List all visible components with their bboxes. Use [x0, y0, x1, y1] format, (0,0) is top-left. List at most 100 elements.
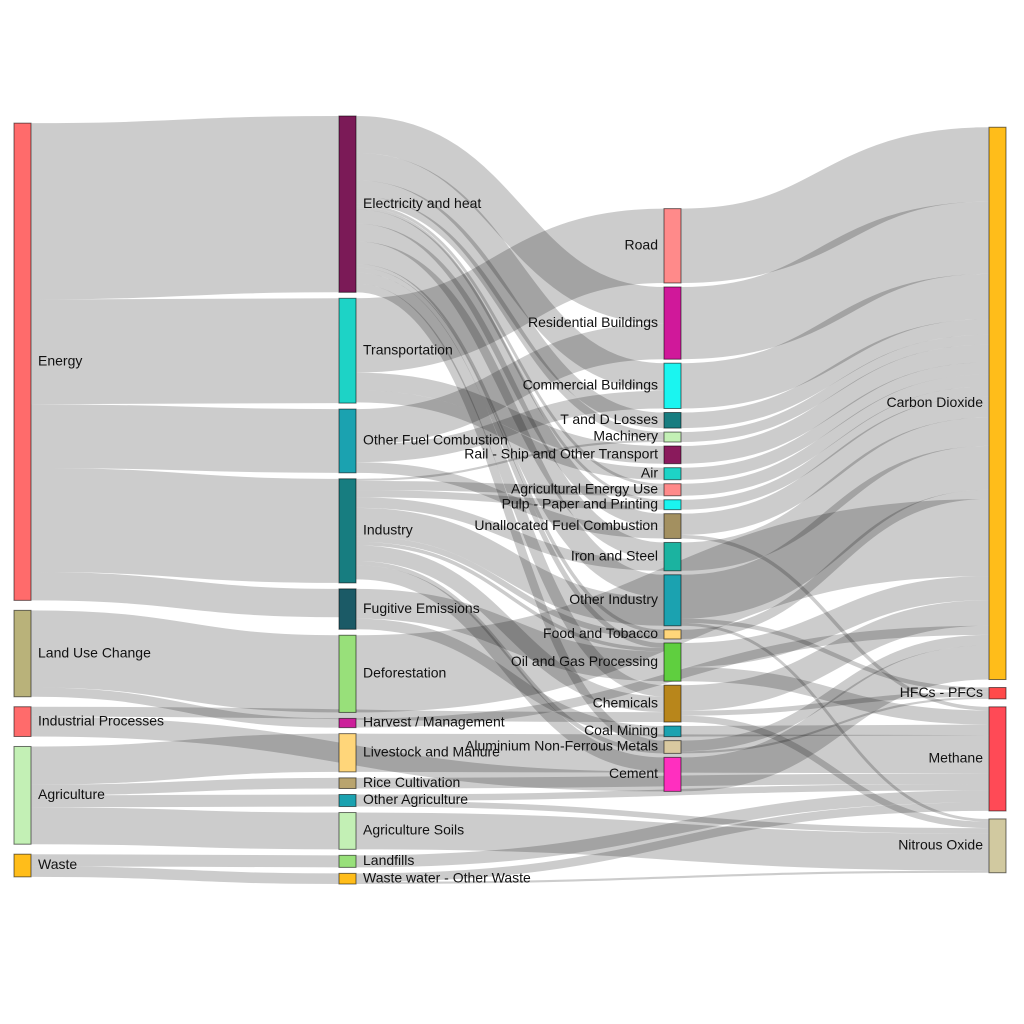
link-mach-to-co2[interactable] — [680, 334, 990, 442]
link-rail-to-co2[interactable] — [680, 344, 990, 464]
node-energy[interactable] — [13, 122, 32, 601]
link-unal-to-co2[interactable] — [680, 396, 990, 535]
link-fug-to-oil[interactable] — [355, 588, 665, 682]
node-machinery[interactable] — [663, 431, 682, 443]
link-elec-to-tdl[interactable] — [355, 180, 665, 429]
node-carbon-dioxide[interactable] — [988, 126, 1007, 681]
link-chem-to-co2[interactable] — [680, 600, 990, 711]
link-air-to-co2[interactable] — [680, 362, 990, 480]
node-rail-ship-and-other-transport[interactable] — [663, 445, 682, 465]
link-ind-to-food[interactable] — [355, 536, 665, 639]
link-oind-to-co2[interactable] — [680, 445, 990, 619]
link-elec-to-alu[interactable] — [355, 283, 665, 750]
link-waste-to-landf[interactable] — [30, 854, 340, 868]
node-food-and-tobacco[interactable] — [663, 629, 682, 640]
node-residential-buildings[interactable] — [663, 286, 682, 360]
node-other-fuel-combustion[interactable] — [338, 408, 357, 474]
node-coal-mining[interactable] — [663, 725, 682, 738]
node-rice-cultivation[interactable] — [338, 777, 357, 789]
node-other-industry[interactable] — [663, 574, 682, 627]
node-air[interactable] — [663, 467, 682, 481]
link-trans-to-air[interactable] — [355, 390, 665, 480]
link-ind-to-agen[interactable] — [355, 480, 665, 496]
link-oag-to-ch4[interactable] — [355, 784, 990, 801]
node-waste[interactable] — [13, 853, 32, 878]
link-elec-to-food[interactable] — [355, 263, 665, 634]
node-road[interactable] — [663, 208, 682, 284]
node-oil-and-gas-processing[interactable] — [663, 642, 682, 682]
node-unallocated-fuel-combustion[interactable] — [663, 513, 682, 539]
link-energy-to-ofc[interactable] — [30, 404, 340, 473]
link-elec-to-iron[interactable] — [355, 223, 665, 561]
link-ag-to-soil[interactable] — [30, 807, 340, 850]
link-res-to-co2[interactable] — [680, 201, 990, 360]
link-oag-to-n2o[interactable] — [355, 800, 990, 834]
link-fug-to-coal[interactable] — [355, 618, 665, 737]
link-oil-to-co2[interactable] — [680, 576, 990, 668]
node-aluminium-non-ferrous-metals[interactable] — [663, 740, 682, 754]
link-ww-to-n2o[interactable] — [355, 870, 990, 885]
node-landfills[interactable] — [338, 854, 357, 868]
node-commercial-buildings[interactable] — [663, 362, 682, 410]
link-ind-to-oind[interactable] — [355, 507, 665, 626]
link-ind-to-chem[interactable] — [355, 545, 665, 713]
link-elec-to-pulp[interactable] — [355, 206, 665, 503]
link-elec-to-res[interactable] — [355, 116, 665, 324]
link-iron-to-co2[interactable] — [680, 417, 990, 571]
link-ofc-to-unal[interactable] — [355, 462, 665, 539]
link-oind-to-n2o[interactable] — [680, 622, 990, 822]
node-industrial-processes[interactable] — [13, 706, 32, 737]
link-energy-to-ind[interactable] — [30, 467, 340, 583]
link-unal-to-ch4[interactable] — [680, 534, 990, 711]
node-agriculture-soils[interactable] — [338, 812, 357, 850]
link-luc-to-def[interactable] — [30, 610, 340, 713]
link-pulp-to-co2[interactable] — [680, 386, 990, 510]
link-waste-to-ww[interactable] — [30, 866, 340, 885]
node-industry[interactable] — [338, 478, 357, 584]
link-elec-to-mach[interactable] — [355, 196, 665, 440]
node-iron-and-steel[interactable] — [663, 541, 682, 572]
node-fugitive-emissions[interactable] — [338, 588, 357, 630]
node-harvest-management[interactable] — [338, 717, 357, 729]
link-ag-to-oag[interactable] — [30, 794, 340, 808]
node-transportation[interactable] — [338, 297, 357, 404]
node-agricultural-energy-use[interactable] — [663, 483, 682, 497]
link-ind-to-oil[interactable] — [355, 541, 665, 652]
link-elec-to-chem[interactable] — [355, 272, 665, 697]
link-elec-to-oind[interactable] — [355, 241, 665, 598]
link-ofc-to-res[interactable] — [355, 323, 665, 445]
node-deforestation[interactable] — [338, 634, 357, 713]
node-waste-water-other-waste[interactable] — [338, 872, 357, 885]
link-com-to-co2[interactable] — [680, 273, 990, 409]
link-food-to-co2[interactable] — [680, 489, 990, 639]
link-alu-to-co2[interactable] — [680, 634, 990, 752]
node-nitrous-oxide[interactable] — [988, 818, 1007, 874]
link-oil-to-ch4[interactable] — [680, 667, 990, 725]
link-landf-to-ch4[interactable] — [355, 790, 990, 868]
link-ind-to-alu[interactable] — [355, 560, 665, 754]
node-electricity-and-heat[interactable] — [338, 115, 357, 293]
link-energy-to-fug[interactable] — [30, 572, 340, 618]
link-ag-to-live[interactable] — [30, 733, 340, 785]
link-elec-to-oil[interactable] — [355, 267, 665, 648]
link-ip-to-chem[interactable] — [30, 706, 665, 723]
node-hfcs-pfcs[interactable] — [988, 687, 1007, 700]
node-pulp-paper-and-printing[interactable] — [663, 499, 682, 511]
link-ind-to-mach[interactable] — [355, 439, 665, 481]
link-elec-to-unal[interactable] — [355, 209, 665, 528]
link-trans-to-road[interactable] — [355, 208, 665, 373]
link-alu-to-hfc[interactable] — [680, 696, 990, 754]
node-t-and-d-losses[interactable] — [663, 412, 682, 429]
node-methane[interactable] — [988, 706, 1007, 812]
node-livestock-and-manure[interactable] — [338, 733, 357, 773]
node-land-use-change[interactable] — [13, 609, 32, 698]
link-ww-to-ch4[interactable] — [355, 802, 990, 882]
node-cement[interactable] — [663, 756, 682, 792]
link-chem-to-hfc[interactable] — [680, 691, 990, 716]
link-soil-to-n2o[interactable] — [355, 812, 990, 871]
link-ind-to-cem[interactable] — [355, 565, 665, 772]
link-tdl-to-co2[interactable] — [680, 319, 990, 429]
link-trans-to-rail[interactable] — [355, 372, 665, 464]
link-road-to-co2[interactable] — [680, 127, 990, 283]
link-agen-to-co2[interactable] — [680, 374, 990, 496]
